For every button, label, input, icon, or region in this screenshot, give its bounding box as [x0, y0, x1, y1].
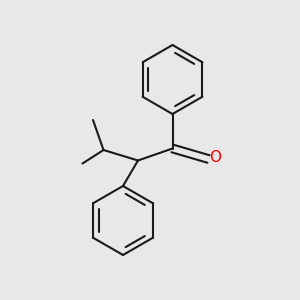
Text: O: O: [209, 150, 221, 165]
